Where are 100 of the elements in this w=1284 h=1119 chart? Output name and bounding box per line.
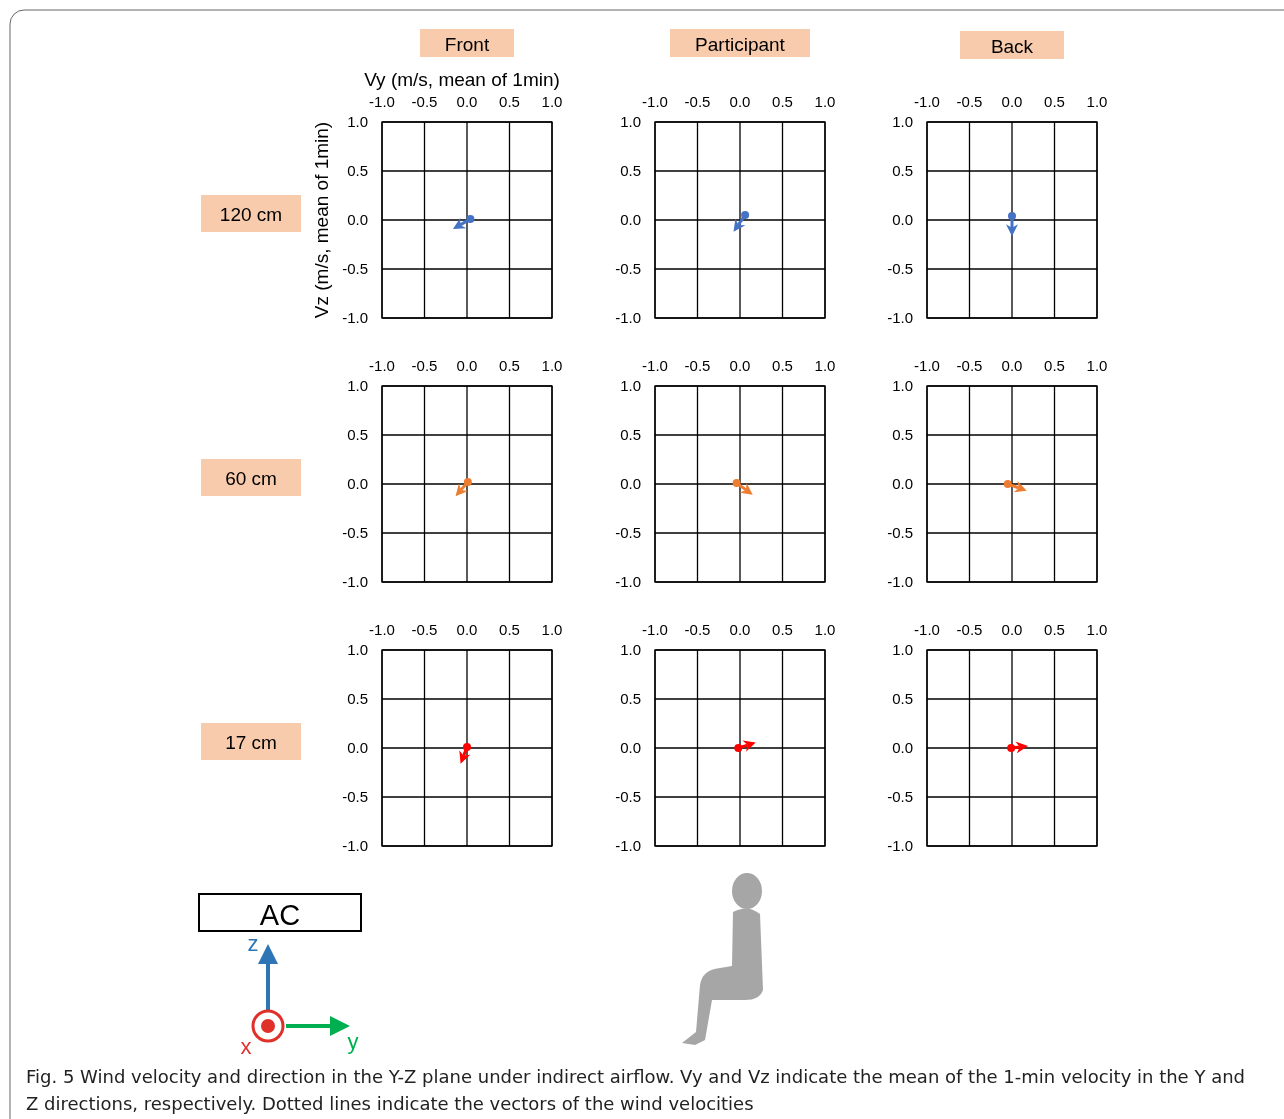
- y-tick-label: -0.5: [615, 524, 641, 541]
- y-tick-label: 0.5: [347, 690, 368, 707]
- x-axis-title: Vy (m/s, mean of 1min): [364, 69, 560, 90]
- y-tick-label: 0.5: [620, 426, 641, 443]
- x-tick-label: -0.5: [956, 621, 983, 638]
- y-tick-label: -1.0: [887, 309, 913, 326]
- y-tick-label: -0.5: [887, 260, 913, 277]
- y-tick-label: -1.0: [887, 837, 913, 854]
- x-tick-label: -1.0: [914, 621, 940, 638]
- y-tick-label: 1.0: [347, 641, 368, 658]
- y-tick-label: 1.0: [892, 641, 913, 658]
- x-tick-label: 0.0: [729, 357, 751, 374]
- x-tick-label: -0.5: [956, 93, 983, 110]
- x-tick-label: -0.5: [411, 93, 438, 110]
- y-tick-label: 0.0: [892, 475, 913, 492]
- y-tick-label: 1.0: [620, 377, 641, 394]
- x-tick-label: 0.0: [456, 357, 478, 374]
- y-tick-label: 0.0: [347, 475, 368, 492]
- x-tick-label: 0.0: [456, 93, 478, 110]
- x-tick-label: 0.5: [772, 621, 793, 638]
- y-tick-label: -0.5: [342, 524, 368, 541]
- chart-title: Participant: [695, 34, 786, 55]
- x-tick-label: 0.0: [1001, 357, 1023, 374]
- text: AC: [259, 899, 301, 931]
- y-tick-label: -1.0: [887, 573, 913, 590]
- y-tick-label: 0.5: [892, 690, 913, 707]
- y-tick-label: -1.0: [615, 309, 641, 326]
- text: 60 cm: [225, 468, 277, 489]
- x-tick-label: 1.0: [1086, 621, 1108, 638]
- x-tick-label: 1.0: [1086, 357, 1108, 374]
- x-tick-label: 1.0: [814, 357, 836, 374]
- x-tick-label: -0.5: [684, 93, 711, 110]
- y-tick-label: 0.5: [892, 162, 913, 179]
- y-tick-label: 0.5: [347, 426, 368, 443]
- x-tick-label: -1.0: [914, 357, 940, 374]
- y-tick-label: 1.0: [347, 377, 368, 394]
- y-tick-label: 0.0: [620, 739, 641, 756]
- x-tick-label: 1.0: [814, 93, 836, 110]
- y-tick-label: 1.0: [892, 377, 913, 394]
- x-tick-label: 0.5: [499, 357, 520, 374]
- y-tick-label: -1.0: [342, 573, 368, 590]
- x-tick-label: 0.5: [1044, 93, 1065, 110]
- y-tick-label: 1.0: [347, 113, 368, 130]
- x-tick-label: 0.0: [456, 621, 478, 638]
- y-tick-label: 1.0: [620, 641, 641, 658]
- x-tick-label: -0.5: [684, 621, 711, 638]
- y-tick-label: 0.0: [347, 739, 368, 756]
- y-tick-label: -0.5: [342, 788, 368, 805]
- text: 17 cm: [225, 732, 277, 753]
- y-tick-label: 0.5: [347, 162, 368, 179]
- x-tick-label: -1.0: [369, 93, 395, 110]
- x-tick-label: -0.5: [411, 621, 438, 638]
- y-tick-label: 0.5: [892, 426, 913, 443]
- chart-title: Front: [444, 34, 490, 55]
- x-tick-label: 1.0: [541, 93, 563, 110]
- text: y: [347, 1029, 359, 1054]
- x-tick-label: 0.0: [729, 621, 751, 638]
- y-tick-label: -1.0: [342, 309, 368, 326]
- y-tick-label: -1.0: [615, 573, 641, 590]
- x-tick-label: 0.5: [1044, 621, 1065, 638]
- x-tick-label: 0.0: [1001, 621, 1023, 638]
- y-tick-label: -0.5: [615, 260, 641, 277]
- y-tick-label: 0.0: [620, 475, 641, 492]
- x-tick-label: -1.0: [642, 621, 668, 638]
- x-tick-label: 1.0: [541, 357, 563, 374]
- x-tick-label: -0.5: [684, 357, 711, 374]
- x-tick-label: -0.5: [956, 357, 983, 374]
- x-tick-label: -1.0: [369, 357, 395, 374]
- y-tick-label: 0.0: [892, 211, 913, 228]
- x-tick-label: -1.0: [642, 357, 668, 374]
- y-tick-label: -1.0: [342, 837, 368, 854]
- x-tick-label: 0.5: [772, 357, 793, 374]
- y-tick-label: -0.5: [342, 260, 368, 277]
- text: z: [247, 931, 259, 956]
- text: x: [240, 1034, 252, 1059]
- y-tick-label: 0.5: [620, 690, 641, 707]
- x-tick-label: 0.0: [1001, 93, 1023, 110]
- x-tick-label: 0.5: [772, 93, 793, 110]
- x-tick-label: 0.0: [729, 93, 751, 110]
- x-tick-label: 1.0: [814, 621, 836, 638]
- caption: Fig. 5 Wind velocity and direction in the Y-Z plane under indirect airflow. Vy and Vz indicate the mean of the 1-min velocity in the Y and Z directions, respectively. Dotted lines indicate the vectors of the wind velocities: [26, 1065, 1246, 1116]
- y-tick-label: 1.0: [620, 113, 641, 130]
- text: 120 cm: [219, 204, 283, 225]
- y-tick-label: -0.5: [615, 788, 641, 805]
- y-tick-label: -0.5: [887, 524, 913, 541]
- x-tick-label: -1.0: [369, 621, 395, 638]
- x-tick-label: -0.5: [411, 357, 438, 374]
- x-tick-label: -1.0: [642, 93, 668, 110]
- y-tick-label: 0.5: [620, 162, 641, 179]
- x-tick-label: 1.0: [541, 621, 563, 638]
- y-axis-title: Vz (m/s, mean of 1min): [311, 121, 332, 319]
- y-tick-label: 0.0: [347, 211, 368, 228]
- x-tick-label: 0.5: [499, 93, 520, 110]
- y-tick-label: -1.0: [615, 837, 641, 854]
- chart-title: Back: [990, 36, 1034, 57]
- x-tick-label: 1.0: [1086, 93, 1108, 110]
- x-tick-label: 0.5: [1044, 357, 1065, 374]
- x-tick-label: -1.0: [914, 93, 940, 110]
- y-tick-label: -0.5: [887, 788, 913, 805]
- y-tick-label: 0.0: [620, 211, 641, 228]
